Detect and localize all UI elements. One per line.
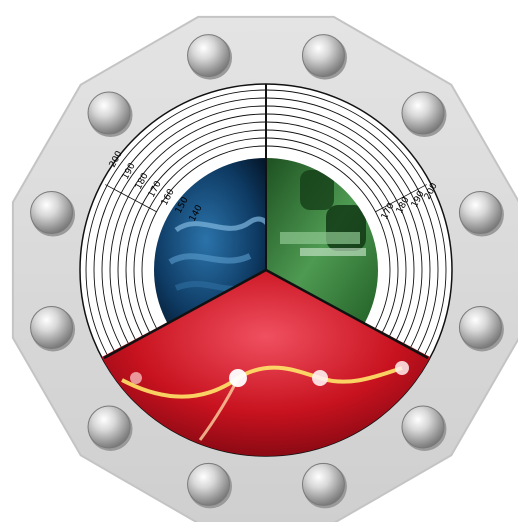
scale-guide-line (105, 184, 157, 213)
person-silhouette (300, 170, 334, 210)
bolt-icon (458, 305, 504, 352)
light-flare (312, 370, 328, 386)
bolt-icon (30, 191, 76, 237)
bolt-icon (401, 91, 447, 138)
scale-guide-line (375, 184, 427, 213)
divider-line (103, 268, 267, 360)
paper-sheet (300, 248, 366, 256)
bolt-ring (30, 34, 504, 509)
bolt-icon (187, 462, 233, 509)
bolt-icon (301, 34, 347, 80)
bolt-icon (458, 191, 504, 237)
blue-fabric-highlight (168, 253, 252, 265)
bolt-icon (30, 305, 76, 352)
light-trail (121, 365, 403, 399)
desk-surface (280, 232, 360, 244)
light-flare (395, 361, 409, 375)
person-silhouette (326, 205, 366, 251)
divider-line (265, 268, 429, 360)
bolt-icon (187, 34, 233, 80)
light-flare (130, 372, 142, 384)
bolt-icon (301, 462, 347, 509)
bolt-icon (87, 91, 133, 138)
red-light-photo (100, 270, 432, 456)
bolt-icon (401, 405, 447, 451)
red-segment-outer (100, 270, 432, 456)
bolt-icon (87, 405, 133, 451)
light-flare (229, 369, 247, 387)
